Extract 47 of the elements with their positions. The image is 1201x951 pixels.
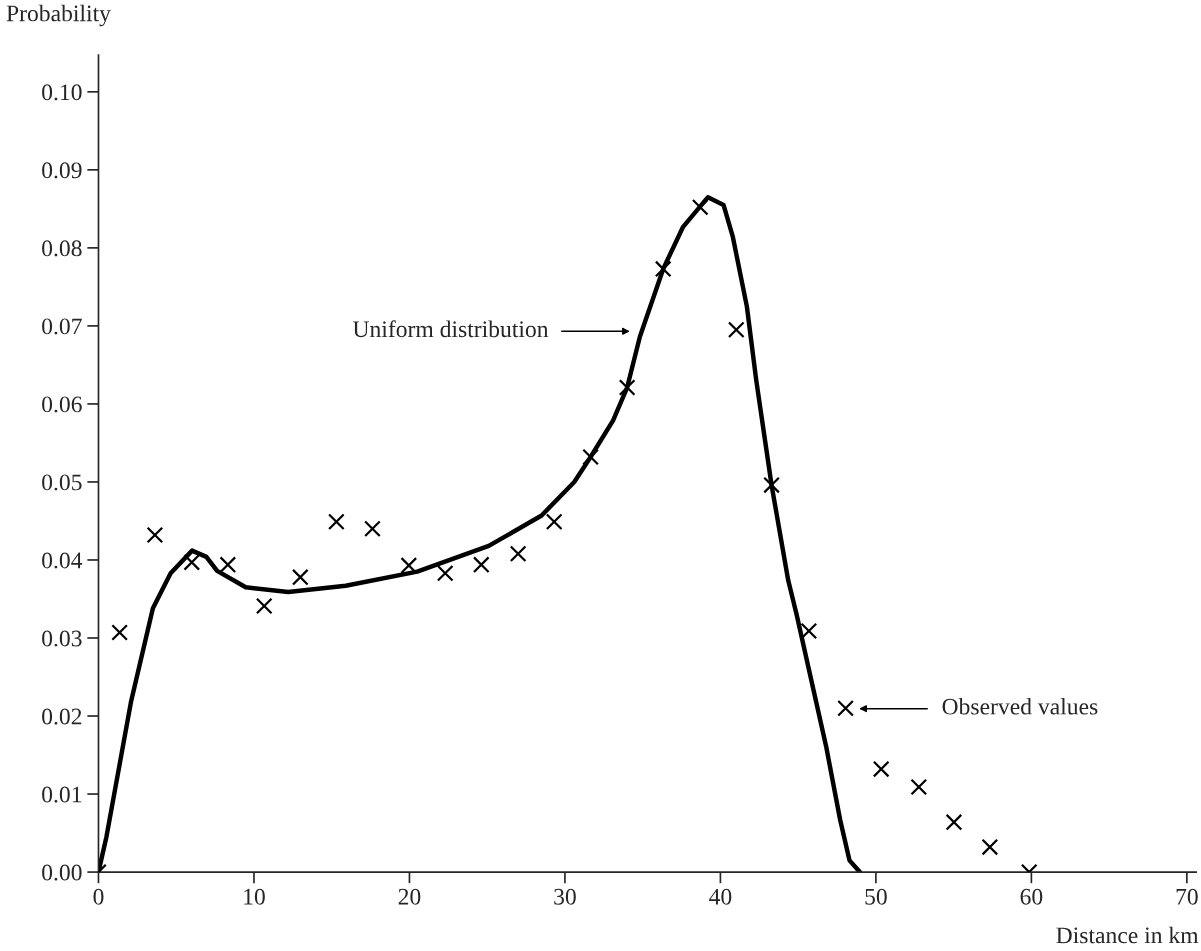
x-axis-title: Distance in km xyxy=(1056,926,1199,944)
y-tick-label: 0.10 xyxy=(42,84,82,101)
line-series xyxy=(98,194,863,873)
x-tick-label: 40 xyxy=(709,888,732,905)
point xyxy=(436,564,454,582)
point xyxy=(472,556,490,574)
point xyxy=(111,624,129,641)
x-tick-label: 70 xyxy=(1176,888,1198,905)
x-tick-label: 10 xyxy=(244,888,265,905)
annotation: Uniform distribution xyxy=(352,320,549,338)
y-tick-label: 0.08 xyxy=(42,240,82,257)
point xyxy=(219,556,237,574)
point xyxy=(910,778,928,796)
point xyxy=(509,545,527,563)
point xyxy=(654,260,672,278)
point xyxy=(364,520,381,538)
x-tick-label: 0 xyxy=(93,888,104,905)
point xyxy=(872,760,890,778)
point xyxy=(400,557,418,574)
y-tick-label: 0.09 xyxy=(42,162,82,179)
point xyxy=(763,476,780,494)
point xyxy=(800,622,818,640)
point xyxy=(255,597,273,615)
point xyxy=(727,321,745,339)
y-tick-label: 0.05 xyxy=(42,474,82,491)
x-tick-label: 20 xyxy=(398,888,421,905)
point xyxy=(981,838,999,856)
point xyxy=(291,568,309,586)
x-tick-label: 50 xyxy=(865,888,887,905)
point xyxy=(618,379,636,396)
annotation: Observed values xyxy=(942,697,1098,715)
y-tick-label: 0.06 xyxy=(42,396,82,413)
y-axis-title: Probability xyxy=(6,4,111,27)
y-tick-label: 0.04 xyxy=(42,552,83,569)
point xyxy=(327,513,345,531)
point xyxy=(545,513,563,531)
x-tick-label: 30 xyxy=(554,888,576,905)
y-tick-label: 0.03 xyxy=(42,630,82,647)
point xyxy=(945,813,963,831)
y-tick-label: 0.01 xyxy=(42,786,82,803)
point xyxy=(146,526,164,544)
y-tick-label: 0.07 xyxy=(42,318,82,335)
y-tick-label: 0.02 xyxy=(42,708,82,725)
point xyxy=(183,553,201,571)
y-tick-label: 0.00 xyxy=(42,864,82,881)
point xyxy=(837,699,854,717)
x-tick-label: 60 xyxy=(1020,888,1043,905)
